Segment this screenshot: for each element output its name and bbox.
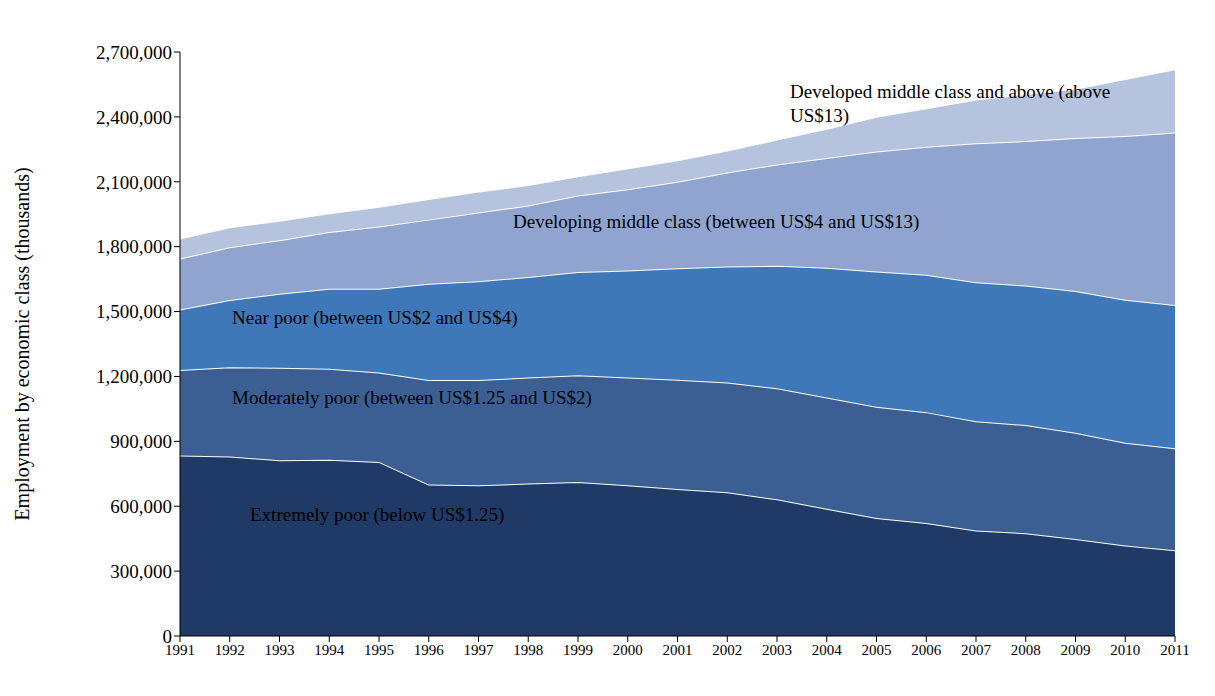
svg-text:2004: 2004: [812, 642, 843, 658]
svg-text:2007: 2007: [961, 642, 992, 658]
svg-text:1997: 1997: [464, 642, 495, 658]
svg-text:2002: 2002: [712, 642, 742, 658]
svg-text:2009: 2009: [1061, 642, 1091, 658]
svg-text:2011: 2011: [1160, 642, 1189, 658]
svg-text:1,500,000: 1,500,000: [96, 301, 172, 322]
svg-text:2010: 2010: [1110, 642, 1140, 658]
svg-text:1,800,000: 1,800,000: [96, 236, 172, 257]
svg-text:600,000: 600,000: [110, 496, 172, 517]
svg-text:0: 0: [163, 626, 173, 647]
svg-text:2,700,000: 2,700,000: [96, 42, 172, 63]
svg-text:300,000: 300,000: [110, 561, 172, 582]
svg-text:2,400,000: 2,400,000: [96, 107, 172, 128]
svg-text:1993: 1993: [265, 642, 295, 658]
html-text:Moderately poor (between US$1.: Moderately poor (between US$1.25 and US$…: [232, 387, 592, 408]
svg-text:2006: 2006: [911, 642, 942, 658]
svg-text:2001: 2001: [663, 642, 693, 658]
svg-text:1,200,000: 1,200,000: [96, 366, 172, 387]
svg-text:1991: 1991: [165, 641, 195, 658]
svg-text:1992: 1992: [215, 642, 245, 658]
svg-text:1998: 1998: [513, 642, 543, 658]
svg-text:1994: 1994: [314, 642, 345, 658]
svg-text:2,100,000: 2,100,000: [96, 172, 172, 193]
svg-text:1995: 1995: [364, 642, 394, 658]
svg-text:1999: 1999: [563, 642, 593, 658]
svg-text:2005: 2005: [862, 642, 892, 658]
html-text:Developing middle class (betwe: Developing middle class (between US$4 an…: [513, 211, 920, 232]
svg-text:2003: 2003: [762, 642, 792, 658]
svg-text:900,000: 900,000: [110, 431, 172, 452]
svg-text:2000: 2000: [613, 642, 643, 658]
svg-text:Employment by economic class (: Employment by economic class (thousands): [11, 167, 34, 520]
svg-text:1996: 1996: [414, 642, 445, 658]
html-text:Developed middle class and abo: Developed middle class and above (above …: [790, 81, 1111, 126]
html-text:Near poor (between US$2 and US: Near poor (between US$2 and US$4): [232, 307, 518, 328]
html-text:Extremely poor (below US$1.25): Extremely poor (below US$1.25): [250, 504, 505, 525]
svg-text:2008: 2008: [1011, 642, 1041, 658]
